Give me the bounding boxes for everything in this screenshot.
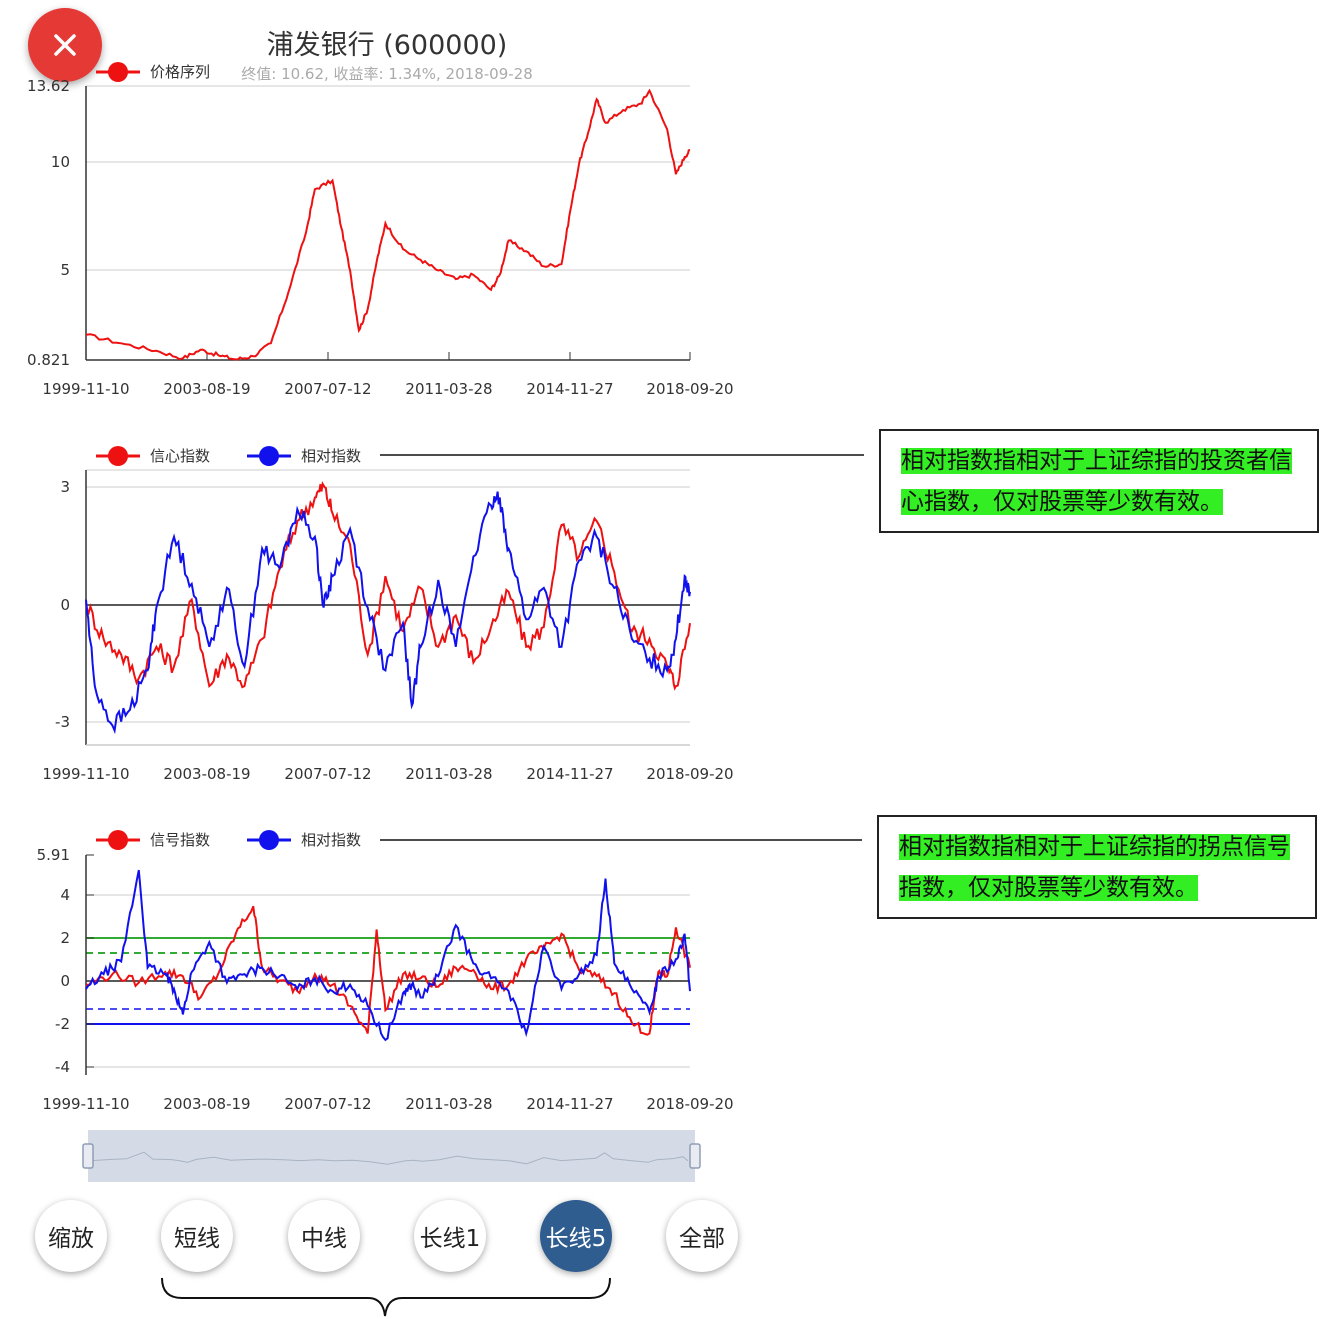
x-tick-label: 1999-11-10: [42, 380, 129, 398]
zoom-handle-left[interactable]: [82, 1143, 94, 1169]
x-tick-label: 2014-11-27: [526, 765, 613, 783]
x-tick-label: 2011-03-28: [405, 765, 492, 783]
zoom-slider-track[interactable]: [88, 1130, 695, 1182]
x-tick-label: 2003-08-19: [163, 765, 250, 783]
confidence-series-line: [85, 481, 691, 691]
x-tick-label: 1999-11-10: [42, 1095, 129, 1113]
close-button[interactable]: [28, 8, 102, 82]
note-text: 相对指数指相对于上证综指的拐点信号指数，仅对股票等少数有效。: [899, 834, 1290, 901]
note-signal: 相对指数指相对于上证综指的拐点信号指数，仅对股票等少数有效。: [877, 815, 1317, 919]
legend-marker-relative: [259, 830, 279, 850]
x-tick-label: 2018-09-20: [646, 1095, 733, 1113]
x-tick-label: 2014-11-27: [526, 1095, 613, 1113]
y-tick-label: -2: [55, 1015, 70, 1033]
note-text: 相对指数指相对于上证综指的投资者信心指数，仅对股票等少数有效。: [901, 448, 1292, 515]
legend-relative-signal[interactable]: 相对指数: [247, 830, 361, 850]
legend-confidence[interactable]: 信心指数: [96, 446, 210, 466]
zoom-handle-right[interactable]: [689, 1143, 701, 1169]
y-tick-label: -4: [55, 1058, 70, 1076]
x-tick-label: 2018-09-20: [646, 380, 733, 398]
y-tick-label: 5: [60, 261, 70, 279]
y-tick-label: 3: [60, 478, 70, 496]
x-tick-label: 1999-11-10: [42, 765, 129, 783]
curly-brace: [161, 1277, 611, 1317]
legend-label-confidence: 信心指数: [150, 447, 210, 465]
x-tick-label: 2018-09-20: [646, 765, 733, 783]
legend-signal[interactable]: 信号指数: [96, 830, 210, 850]
relative-signal-series-line: [85, 869, 691, 1042]
chart3-y-ticks: [86, 854, 94, 1068]
chart-title: 浦发银行 (600000): [267, 30, 508, 61]
legend-marker-price: [108, 62, 128, 82]
short-term-button[interactable]: 短线: [161, 1200, 233, 1272]
chart1-grid: [86, 85, 690, 271]
legend-label-price: 价格序列: [150, 63, 210, 81]
legend-marker-signal: [108, 830, 128, 850]
long-term-5-button[interactable]: 长线5: [540, 1200, 612, 1272]
legend-label-signal: 信号指数: [150, 831, 210, 849]
long-term-1-button[interactable]: 长线1: [414, 1200, 486, 1272]
legend-label-relative: 相对指数: [301, 831, 361, 849]
relative-series-line: [85, 491, 691, 735]
legend-relative[interactable]: 相对指数: [247, 446, 361, 466]
y-tick-label: 4: [60, 886, 70, 904]
x-tick-label: 2007-07-12: [284, 380, 371, 398]
legend-marker-confidence: [108, 446, 128, 466]
x-tick-label: 2003-08-19: [163, 1095, 250, 1113]
medium-term-button[interactable]: 中线: [288, 1200, 360, 1272]
signal-series-line: [86, 905, 691, 1036]
y-tick-label: 2: [60, 929, 70, 947]
note-confidence: 相对指数指相对于上证综指的投资者信心指数，仅对股票等少数有效。: [879, 429, 1319, 533]
y-tick-label: 0.821: [27, 351, 70, 369]
x-tick-label: 2003-08-19: [163, 380, 250, 398]
x-tick-label: 2014-11-27: [526, 380, 613, 398]
chart3-reference-lines: [86, 937, 690, 1025]
all-button[interactable]: 全部: [666, 1200, 738, 1272]
legend-label-relative: 相对指数: [301, 447, 361, 465]
x-tick-label: 2007-07-12: [284, 1095, 371, 1113]
price-series-line: [85, 88, 691, 361]
zoom-slider-preview: [91, 1151, 689, 1165]
close-icon: [54, 34, 76, 56]
x-tick-label: 2007-07-12: [284, 765, 371, 783]
chart-subtitle: 终值: 10.62, 收益率: 1.34%, 2018-09-28: [241, 65, 532, 83]
legend-marker-relative: [259, 446, 279, 466]
y-tick-label: -3: [55, 713, 70, 731]
chart3-grid: [86, 894, 690, 1068]
x-tick-label: 2011-03-28: [405, 380, 492, 398]
y-tick-label: 0: [60, 972, 70, 990]
legend-price[interactable]: 价格序列: [96, 62, 210, 82]
zoom-slider[interactable]: [82, 1130, 701, 1182]
x-tick-label: 2011-03-28: [405, 1095, 492, 1113]
y-tick-label: 0: [60, 596, 70, 614]
y-tick-label: 5.91: [37, 846, 70, 864]
y-tick-label: 13.62: [27, 77, 70, 95]
chart1-x-ticks: [85, 352, 691, 360]
y-tick-label: 10: [51, 153, 70, 171]
zoom-button[interactable]: 缩放: [35, 1200, 107, 1272]
chart2-grid: [86, 469, 690, 723]
